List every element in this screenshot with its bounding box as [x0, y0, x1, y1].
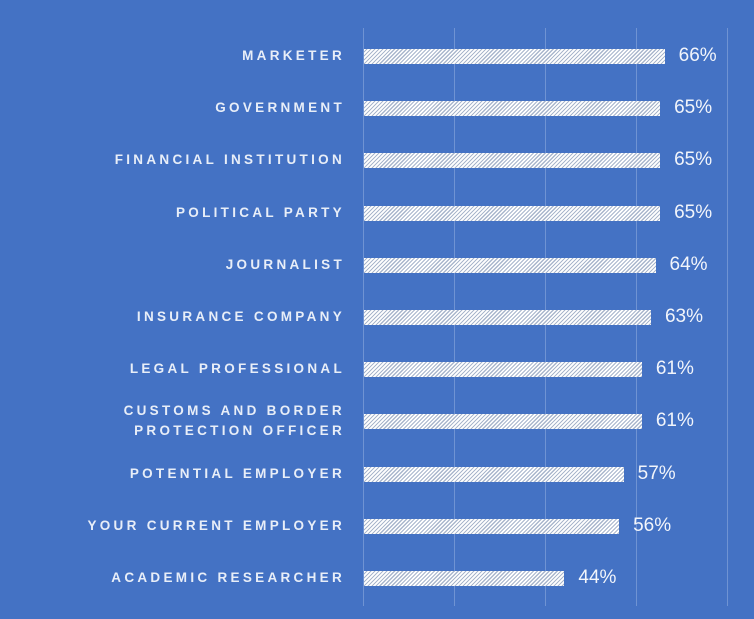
- bar-row: ACADEMIC RESEARCHER 44%: [0, 552, 754, 604]
- value-label: 61%: [655, 358, 694, 380]
- category-label: POTENTIAL EMPLOYER: [129, 465, 345, 481]
- value-label: 61%: [655, 410, 694, 432]
- bar-row: LEGAL PROFESSIONAL 61%: [0, 343, 754, 395]
- bar-row: JOURNALIST 64%: [0, 239, 754, 291]
- category-label: LEGAL PROFESSIONAL: [129, 361, 345, 377]
- value-label: 56%: [633, 514, 672, 536]
- bar: [364, 310, 651, 325]
- value-label: 63%: [664, 306, 703, 327]
- value-label: 65%: [674, 149, 713, 171]
- category-label: INSURANCE COMPANY: [136, 309, 345, 324]
- value-label: 65%: [674, 97, 713, 119]
- bar-row: POLITICAL PARTY 65%: [0, 187, 754, 239]
- gridline: [727, 28, 729, 606]
- bar: [364, 466, 624, 482]
- bar: [364, 518, 620, 534]
- bar: [364, 414, 642, 430]
- bar-row: INSURANCE COMPANY 63%: [0, 291, 754, 343]
- bar-row: GOVERNMENT 65%: [0, 82, 754, 134]
- category-label: MARKETER: [242, 48, 345, 63]
- bar-row: FINANCIAL INSTITUTION 65%: [0, 134, 754, 186]
- bar: [364, 362, 642, 378]
- category-label: JOURNALIST: [225, 256, 345, 272]
- bar-row: MARKETER 66%: [0, 30, 754, 82]
- bar: [364, 49, 665, 64]
- category-label: CUSTOMS AND BORDER PROTECTION OFFICER: [123, 403, 345, 439]
- category-label: GOVERNMENT: [215, 100, 345, 116]
- gridline: [363, 28, 364, 606]
- bar-row: YOUR CURRENT EMPLOYER 56%: [0, 500, 754, 552]
- value-label: 66%: [678, 45, 717, 66]
- bar: [364, 153, 661, 169]
- category-label: POLITICAL PARTY: [175, 204, 345, 220]
- value-label: 65%: [674, 201, 713, 223]
- value-label: 57%: [637, 462, 676, 484]
- category-label: YOUR CURRENT EMPLOYER: [87, 517, 345, 533]
- bar-row: CUSTOMS AND BORDER PROTECTION OFFICER 61%: [0, 395, 754, 447]
- value-label: 64%: [669, 253, 708, 275]
- category-label: FINANCIAL INSTITUTION: [114, 152, 345, 168]
- bar: [364, 205, 661, 221]
- category-label: ACADEMIC RESEARCHER: [111, 570, 345, 585]
- value-label: 44%: [578, 567, 617, 588]
- bar: [364, 257, 656, 273]
- bar-row: POTENTIAL EMPLOYER 57%: [0, 448, 754, 500]
- bar: [364, 101, 661, 117]
- bar: [364, 571, 565, 586]
